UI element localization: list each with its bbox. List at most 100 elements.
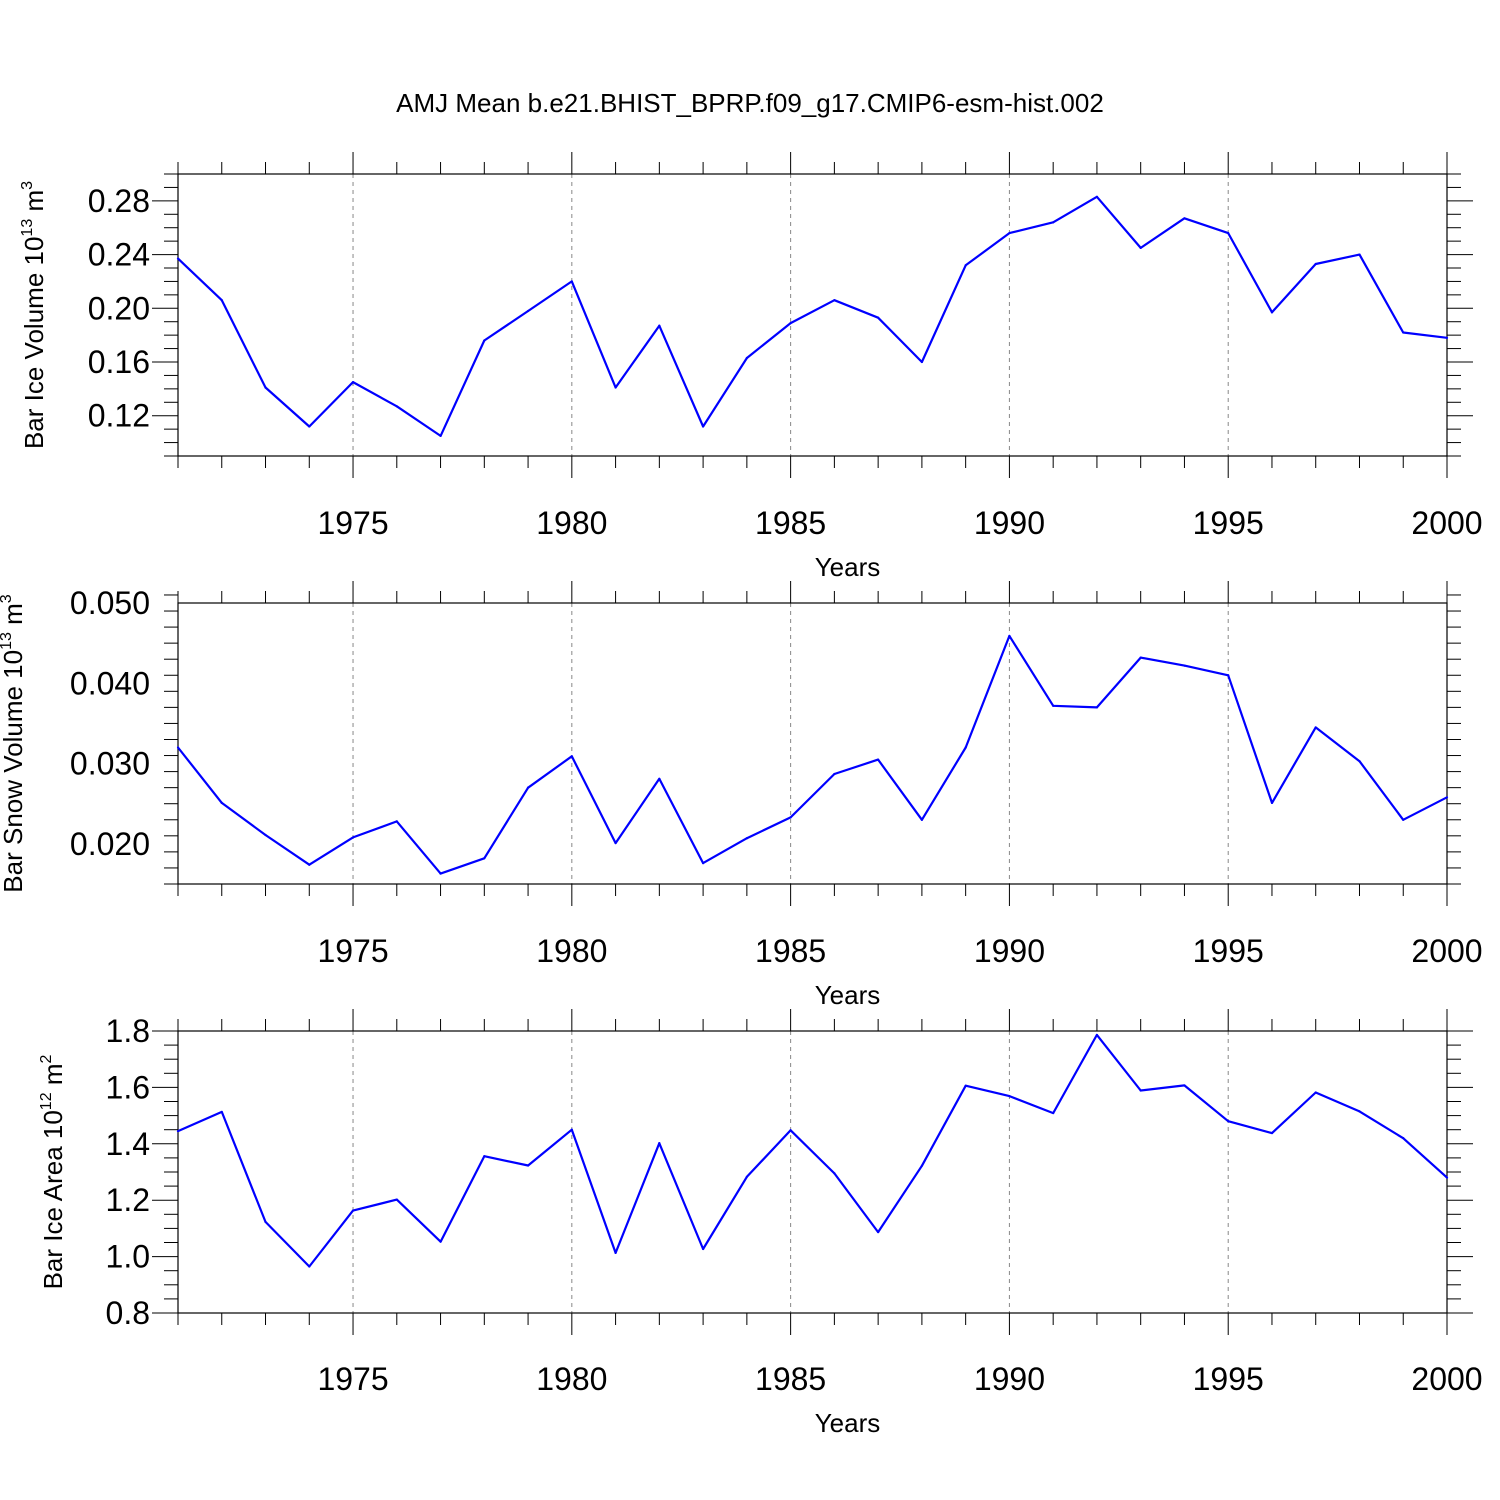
- plot-frame: [177, 173, 1448, 457]
- data-point: [1227, 674, 1230, 677]
- data-point: [1314, 262, 1317, 266]
- data-point: [1095, 706, 1099, 709]
- data-point: [1270, 1131, 1274, 1135]
- series-line: [177, 634, 1448, 875]
- data-point: [1358, 253, 1361, 256]
- data-point: [1139, 246, 1142, 249]
- data-point: [1402, 331, 1405, 334]
- data-point: [614, 841, 617, 845]
- data-point: [1358, 760, 1361, 763]
- data-point: [351, 1209, 355, 1212]
- data-point: [439, 1240, 442, 1243]
- y-axis-label-base: Bar Snow Volume 10: [0, 650, 28, 893]
- data-point: [308, 863, 311, 866]
- data-point: [833, 1172, 836, 1175]
- data-point: [964, 264, 967, 267]
- data-point: [789, 1129, 792, 1132]
- data-point: [220, 1110, 223, 1114]
- x-tick-label: 1985: [755, 1361, 826, 1397]
- x-tick-label: 1975: [317, 1361, 388, 1397]
- data-point: [1052, 1111, 1055, 1115]
- data-point: [614, 386, 617, 389]
- data-point: [570, 755, 573, 758]
- data-point: [176, 257, 180, 260]
- data-point: [1227, 231, 1230, 235]
- plot-frame: [177, 1030, 1448, 1314]
- y-axis-label-exponent: 13: [19, 219, 36, 237]
- y-tick-label: 0.8: [106, 1295, 150, 1331]
- data-point: [1183, 1084, 1186, 1087]
- data-point: [658, 1142, 661, 1145]
- data-point: [264, 1220, 267, 1224]
- y-tick-label: 0.12: [88, 398, 150, 434]
- y-axis-label-exponent: 13: [0, 632, 15, 650]
- data-point: [833, 299, 836, 302]
- data-point: [483, 1155, 486, 1158]
- data-point: [877, 758, 880, 761]
- data-point: [220, 299, 223, 302]
- data-point: [1095, 1033, 1099, 1037]
- data-point: [570, 1128, 573, 1131]
- data-point: [1052, 221, 1055, 224]
- y-tick-label: 0.050: [70, 585, 150, 621]
- series-line: [177, 195, 1448, 437]
- y-tick-label: 0.020: [70, 826, 150, 862]
- data-point: [1358, 1110, 1361, 1113]
- data-point: [1183, 664, 1186, 667]
- y-axis-label-unit-exponent: 2: [38, 1054, 55, 1063]
- data-point: [176, 1130, 180, 1133]
- panel-3: 1975 1980 1985 1990 1995 2000 0.8 1.0 1.2 1.4 1.6 1…: [38, 1009, 1483, 1438]
- data-point: [1008, 634, 1011, 638]
- x-axis-label: Years: [815, 552, 881, 582]
- data-point: [614, 1251, 617, 1255]
- y-axis-label-unit-exponent: 3: [0, 594, 15, 603]
- x-tick-label: 1975: [317, 505, 388, 541]
- data-point: [395, 405, 398, 408]
- data-point: [745, 356, 748, 360]
- data-point: [483, 339, 486, 342]
- figure-title: AMJ Mean b.e21.BHIST_BPRP.f09_g17.CMIP6-…: [396, 88, 1104, 118]
- data-point: [1183, 217, 1186, 220]
- x-axis-label: Years: [815, 1408, 881, 1438]
- x-tick-label: 1995: [1193, 933, 1264, 969]
- y-tick-label: 1.4: [106, 1126, 150, 1162]
- chart-panels: 1975 1980 1985 1990 1995 2000 0.12 0.16 0.20 0.24…: [0, 152, 1483, 1438]
- panel-1: 1975 1980 1985 1990 1995 2000 0.12 0.16 0.20 0.24…: [19, 152, 1483, 582]
- x-tick-label: 1990: [974, 933, 1045, 969]
- data-point: [745, 837, 748, 840]
- data-point: [395, 820, 398, 823]
- x-tick-label: 1985: [755, 505, 826, 541]
- data-point: [1008, 231, 1011, 235]
- y-tick-label: 1.2: [106, 1182, 150, 1218]
- data-point: [351, 381, 355, 384]
- y-tick-label: 0.24: [88, 237, 150, 273]
- x-tick-label: 1980: [536, 933, 607, 969]
- x-tick-label: 1990: [974, 505, 1045, 541]
- data-point: [526, 1164, 530, 1167]
- y-axis-label-unit: m: [19, 190, 49, 219]
- x-tick-label: 1980: [536, 1361, 607, 1397]
- data-point: [526, 309, 530, 313]
- data-point: [964, 1084, 967, 1087]
- y-axis-label-base: Bar Ice Volume 10: [19, 237, 49, 449]
- data-point: [526, 786, 530, 789]
- data-point: [920, 818, 923, 821]
- data-point: [1139, 1089, 1142, 1092]
- data-point: [351, 836, 355, 839]
- y-tick-label: 0.20: [88, 290, 150, 326]
- y-tick-label: 0.030: [70, 746, 150, 782]
- data-point: [789, 321, 792, 325]
- data-point: [1314, 726, 1317, 729]
- data-point: [308, 1265, 311, 1268]
- data-point: [1095, 195, 1099, 198]
- x-tick-label: 1995: [1193, 505, 1264, 541]
- x-tick-label: 1980: [536, 505, 607, 541]
- y-axis-label-exponent: 12: [38, 1092, 55, 1110]
- x-tick-label: 2000: [1411, 1361, 1482, 1397]
- series-line: [177, 1033, 1448, 1268]
- data-point: [395, 1198, 398, 1201]
- data-point: [789, 816, 792, 819]
- y-axis-label-unit-exponent: 3: [19, 181, 36, 190]
- x-tick-label: 2000: [1411, 505, 1482, 541]
- data-point: [439, 872, 442, 875]
